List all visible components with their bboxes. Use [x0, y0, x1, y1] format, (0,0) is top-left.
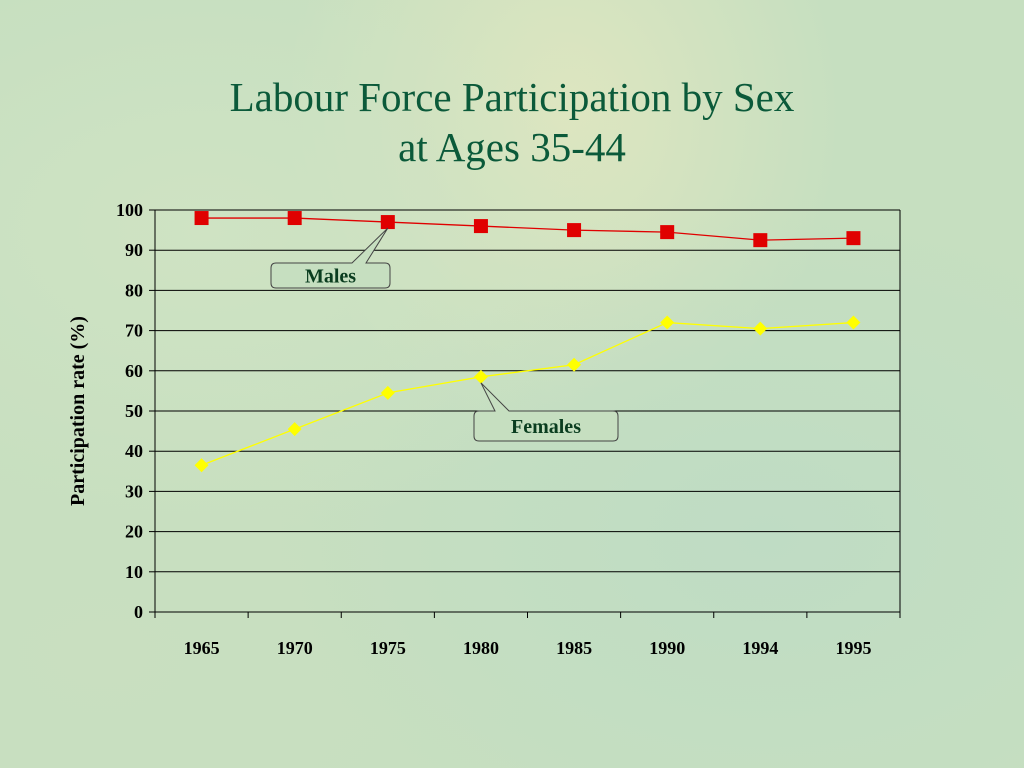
y-tick-label: 60: [125, 361, 143, 381]
x-tick-label: 1975: [370, 638, 406, 658]
data-point-females: [287, 422, 302, 437]
data-point-females: [846, 315, 861, 330]
x-tick-label: 1994: [742, 638, 778, 658]
y-tick-label: 100: [116, 200, 143, 220]
y-tick-label: 0: [134, 602, 143, 622]
data-point-males: [660, 225, 675, 240]
y-tick-label: 50: [125, 401, 143, 421]
series-layer: [194, 211, 861, 473]
data-point-females: [380, 385, 395, 400]
series-label-females: Females: [511, 416, 581, 438]
axes: 0 10 20 30 40 50 60 70 80 90 100 1965 1970 1975 1980 19…: [116, 200, 901, 658]
chart-title-line1: Labour Force Participation by Sex: [229, 74, 795, 120]
series-line-males: [201, 217, 854, 241]
callout-box: [473, 382, 619, 442]
x-tick-label: 1970: [277, 638, 313, 658]
data-point-males: [380, 215, 395, 230]
x-tick-label: 1980: [463, 638, 499, 658]
x-tick-label: 1985: [556, 638, 592, 658]
chart-title: Labour Force Participation by Sex at Age…: [0, 72, 1024, 172]
data-point-females: [473, 369, 488, 384]
callout-females: Females: [473, 382, 619, 442]
data-point-males: [473, 219, 488, 234]
data-point-females: [567, 357, 582, 372]
y-tick-label: 10: [125, 562, 143, 582]
y-tick-label: 30: [125, 481, 143, 501]
x-tick-label: 1995: [835, 638, 871, 658]
data-point-females: [753, 321, 768, 336]
data-point-males: [846, 231, 861, 246]
y-tick-label: 70: [125, 321, 143, 341]
x-tick-label: 1990: [649, 638, 685, 658]
data-point-males: [567, 223, 582, 238]
y-tick-label: 20: [125, 522, 143, 542]
y-tick-label: 40: [125, 441, 143, 461]
x-tick-label: 1965: [184, 638, 220, 658]
chart-title-line2: at Ages 35-44: [398, 124, 626, 170]
data-point-males: [753, 233, 768, 248]
data-point-males: [287, 211, 302, 226]
y-tick-label: 90: [125, 240, 143, 260]
data-point-males: [194, 211, 209, 226]
y-axis-label: Participation rate (%): [67, 316, 89, 506]
data-point-females: [194, 458, 209, 473]
series-line-females: [201, 321, 854, 466]
callouts: Males Females: [270, 227, 619, 442]
callout-males: Males: [270, 227, 391, 289]
data-point-females: [660, 315, 675, 330]
callout-box: [270, 227, 391, 289]
series-label-males: Males: [305, 266, 356, 288]
y-tick-label: 80: [125, 280, 143, 300]
